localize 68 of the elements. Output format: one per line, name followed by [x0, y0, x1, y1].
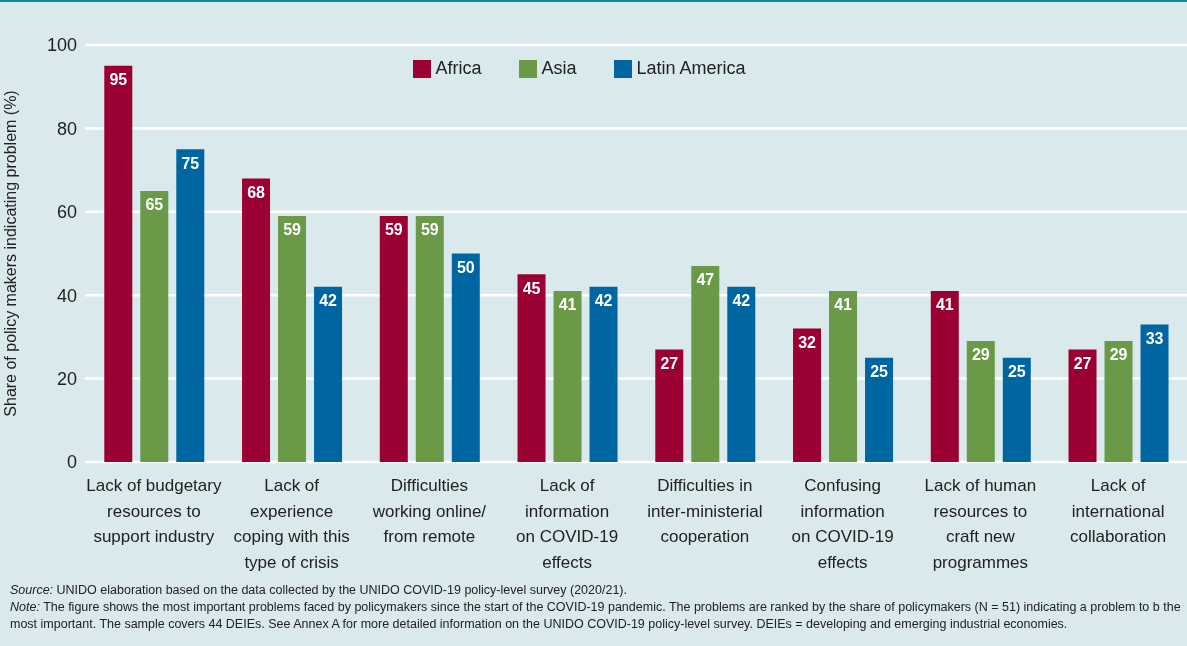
bar [1140, 324, 1169, 462]
bar [379, 215, 408, 462]
bar [966, 341, 995, 462]
bar [553, 291, 582, 462]
data-label: 59 [420, 221, 439, 239]
data-label: 41 [935, 296, 954, 314]
data-label: 33 [1145, 329, 1164, 347]
bar [140, 190, 169, 462]
y-tick-label: 40 [56, 285, 77, 306]
y-tick-label: 0 [66, 452, 77, 473]
x-tick-label: Lack of experience coping with this type of crisis [233, 476, 350, 572]
bar [793, 328, 822, 462]
bar [1068, 349, 1097, 462]
data-label: 59 [384, 221, 403, 239]
bar [415, 215, 444, 462]
y-tick-label: 60 [56, 202, 77, 223]
bar [278, 215, 307, 462]
y-axis-title: Share of policy makers indicating problem (%) [1, 90, 19, 417]
data-label: 45 [522, 279, 541, 297]
bar [104, 65, 133, 462]
data-label: 68 [247, 183, 266, 201]
data-label: 59 [283, 221, 302, 239]
x-tick-label: Confusing information on COVID-19 effects [791, 476, 894, 572]
x-tick-label: Lack of budgetary resources to support industry [86, 476, 222, 547]
legend-label: Africa [435, 58, 482, 78]
bar [655, 349, 684, 462]
x-tick-label: Lack of human resources to craft new programmes [924, 476, 1037, 572]
x-tick-label: Lack of international collaboration [1069, 476, 1167, 547]
data-label: 29 [1109, 346, 1128, 364]
bar [1104, 341, 1133, 462]
text: Note: The figure shows the most important problems faced by policymakers since the start of the COVID-19 pandemic. The problems are ranked by the share of policymakers (N = 51) indicating a problem to b the most important. The sample covers 44 DEIEs. See Annex A for more detailed information on the UNIDO COVID-19 policy-level survey. DEIEs = developing and emerging industrial economies. [10, 599, 1181, 633]
y-tick-label: 100 [46, 35, 77, 56]
data-label: 42 [732, 292, 751, 310]
y-tick-label: 20 [56, 368, 77, 389]
bar [829, 291, 858, 462]
data-label: 41 [834, 296, 853, 314]
data-label: 47 [696, 271, 715, 289]
bar [451, 253, 480, 462]
data-label: 25 [870, 363, 889, 381]
legend-label: Latin America [636, 58, 746, 78]
bar [691, 266, 720, 462]
bar [589, 286, 618, 462]
legend-label: Asia [541, 58, 577, 78]
data-label: 65 [145, 196, 164, 214]
bar [314, 286, 343, 462]
x-tick-label: Difficulties in inter-ministerial cooperation [647, 476, 763, 547]
x-tick-label: Lack of information on COVID-19 effects [516, 476, 619, 572]
data-label: 25 [1007, 363, 1026, 381]
bar [176, 149, 205, 462]
bar [865, 357, 894, 462]
data-label: 95 [109, 71, 128, 89]
data-label: 42 [594, 292, 613, 310]
data-label: 42 [319, 292, 338, 310]
bar [242, 178, 271, 462]
bar [1002, 357, 1031, 462]
data-label: 27 [660, 354, 679, 372]
data-label: 41 [558, 296, 577, 314]
data-label: 32 [798, 333, 817, 351]
bar [517, 274, 546, 462]
bar [727, 286, 756, 462]
data-label: 50 [456, 258, 475, 276]
source-note: Source: UNIDO elaboration based on the data collected by the UNIDO COVID-19 policy-level survey (2020/21). [10, 582, 628, 599]
y-tick-label: 80 [56, 118, 77, 139]
data-label: 27 [1073, 354, 1092, 372]
x-tick-label: Difficulties working online/ from remote [371, 476, 487, 547]
data-label: 75 [181, 154, 200, 172]
bar [930, 291, 959, 462]
data-label: 29 [971, 346, 990, 364]
